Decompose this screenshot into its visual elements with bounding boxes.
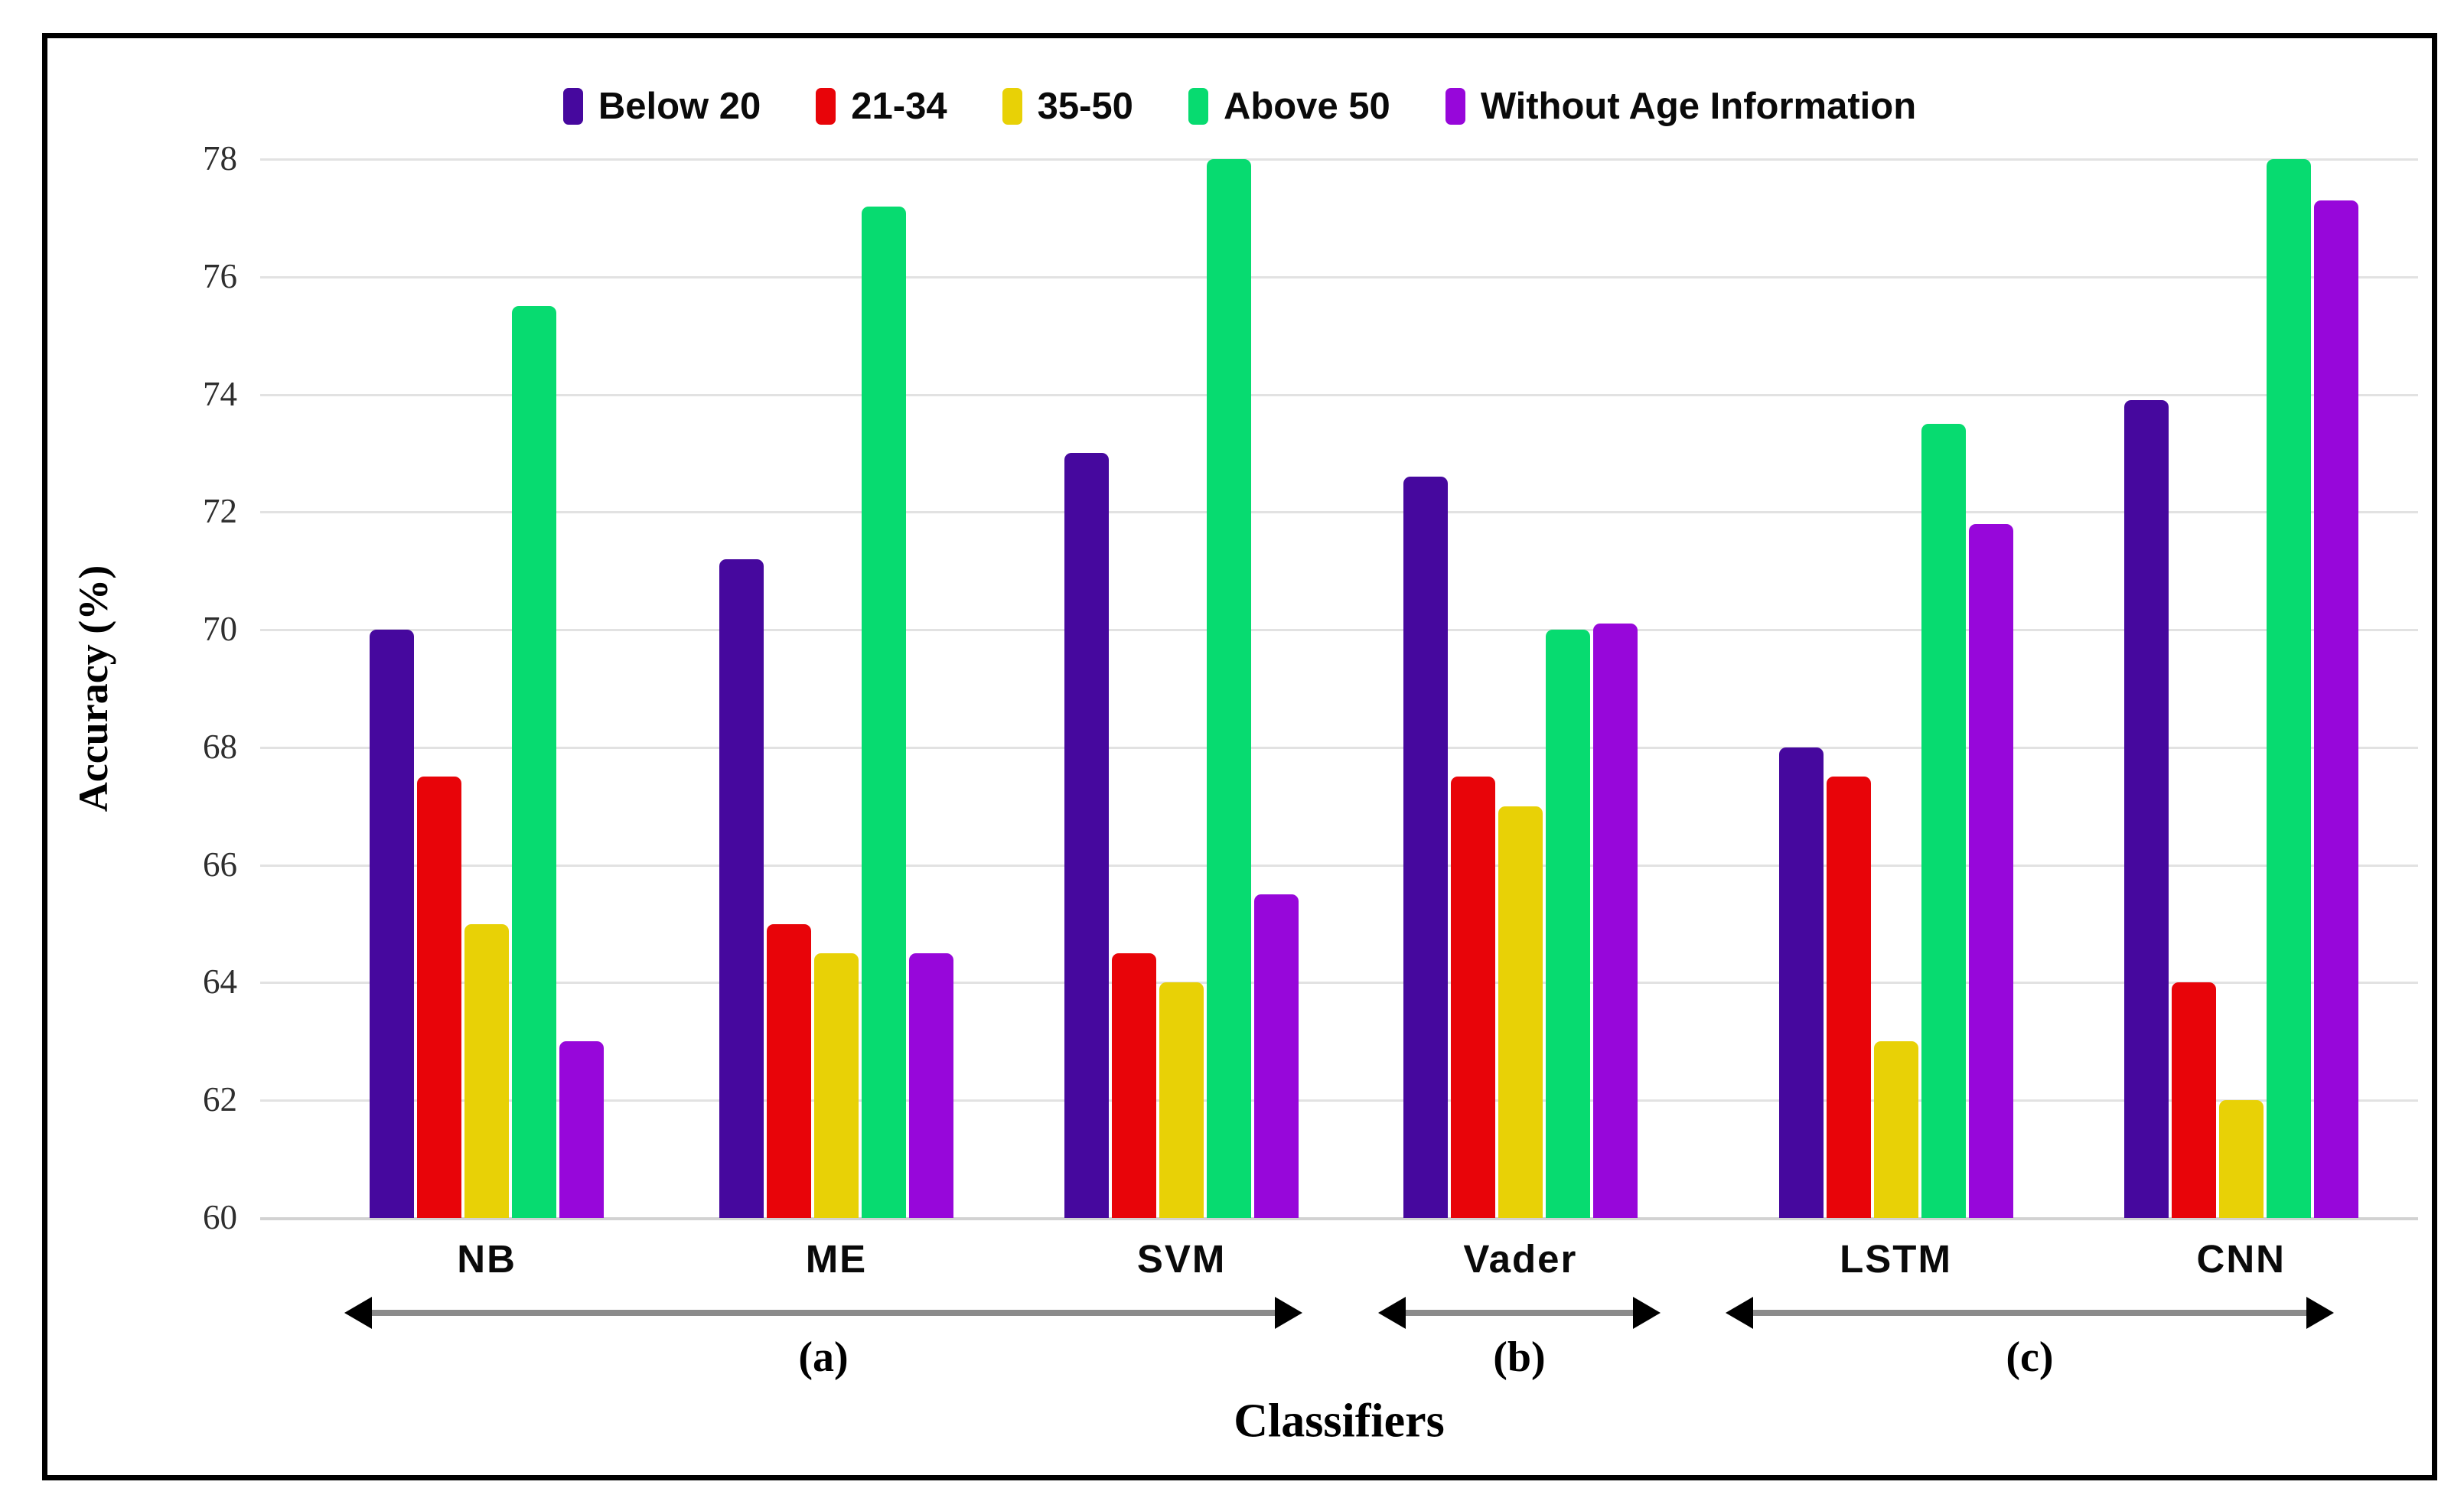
range-label-c: (c) bbox=[2006, 1334, 2054, 1381]
bar bbox=[2266, 159, 2311, 1218]
legend-label: Above 50 bbox=[1223, 86, 1390, 127]
bar bbox=[1064, 453, 1110, 1218]
bar bbox=[512, 306, 557, 1218]
legend-item: 21-34 bbox=[816, 85, 947, 128]
y-tick-label: 72 bbox=[203, 492, 237, 531]
x-axis-line bbox=[260, 1217, 2418, 1220]
bar-group-me: ME bbox=[719, 159, 953, 1281]
gridline bbox=[260, 982, 2418, 985]
arrow-head-right-icon bbox=[2306, 1297, 2334, 1329]
arrow-line bbox=[363, 1310, 1283, 1316]
x-category-label: SVM bbox=[1136, 1237, 1227, 1281]
x-category-label: LSTM bbox=[1840, 1237, 1952, 1281]
legend-swatch bbox=[1002, 88, 1022, 125]
legend-swatch bbox=[816, 88, 836, 125]
bar bbox=[370, 630, 415, 1218]
bar bbox=[813, 953, 859, 1218]
bar bbox=[2123, 400, 2169, 1218]
bar bbox=[417, 777, 462, 1218]
y-axis-title: Accuracy (%) bbox=[70, 565, 116, 812]
bar-group-vader: Vader bbox=[1403, 159, 1638, 1281]
legend-label: 21-34 bbox=[851, 86, 947, 127]
arrow-head-left-icon bbox=[1725, 1297, 1753, 1329]
bar bbox=[559, 1041, 605, 1218]
legend-swatch bbox=[562, 88, 583, 125]
gridline bbox=[260, 158, 2418, 161]
bar-group-lstm: LSTM bbox=[1778, 159, 2013, 1281]
bar bbox=[766, 923, 811, 1218]
gridline bbox=[260, 629, 2418, 632]
bar bbox=[1592, 624, 1638, 1218]
bar bbox=[1254, 894, 1299, 1218]
bar bbox=[2313, 200, 2358, 1218]
legend-label: 35-50 bbox=[1037, 86, 1133, 127]
y-tick-label: 78 bbox=[203, 138, 237, 177]
bar bbox=[1968, 523, 2013, 1218]
gridline bbox=[260, 1099, 2418, 1102]
y-tick-label: 62 bbox=[203, 1080, 237, 1119]
bar bbox=[2218, 1100, 2264, 1218]
plot-area: 60 62 64 66 68 70 72 74 76 78 NB ME SVM Vader LSTM CNN bbox=[203, 139, 2418, 1281]
axis-annotations: (a) (b) (c) bbox=[260, 1218, 2418, 1478]
bar bbox=[1873, 1041, 1918, 1218]
bar-group-nb: NB bbox=[370, 159, 605, 1281]
bar-group-svm: SVM bbox=[1064, 159, 1299, 1281]
range-arrow-a bbox=[344, 1294, 1303, 1331]
x-category-label: CNN bbox=[2196, 1237, 2286, 1281]
arrow-head-right-icon bbox=[1275, 1297, 1303, 1329]
bar bbox=[861, 206, 906, 1218]
bar bbox=[1403, 477, 1448, 1218]
arrow-head-right-icon bbox=[1633, 1297, 1661, 1329]
range-label-b: (b) bbox=[1493, 1334, 1546, 1381]
arrow-head-left-icon bbox=[1377, 1297, 1406, 1329]
bar bbox=[1112, 953, 1157, 1218]
bar-group-cnn: CNN bbox=[2123, 159, 2358, 1281]
range-label-a: (a) bbox=[798, 1334, 849, 1381]
x-category-label: Vader bbox=[1463, 1237, 1578, 1281]
bar bbox=[1545, 630, 1590, 1218]
legend-swatch bbox=[1188, 88, 1208, 125]
bar bbox=[464, 923, 510, 1218]
arrow-head-left-icon bbox=[344, 1297, 372, 1329]
bar bbox=[908, 953, 953, 1218]
gridline bbox=[260, 746, 2418, 749]
arrow-line bbox=[1745, 1310, 2314, 1316]
bar bbox=[2171, 982, 2216, 1218]
y-tick-label: 76 bbox=[203, 256, 237, 295]
y-tick-label: 66 bbox=[203, 845, 237, 884]
legend-label: Below 20 bbox=[598, 86, 761, 127]
bar bbox=[719, 558, 764, 1218]
gridline bbox=[260, 511, 2418, 514]
gridline bbox=[260, 393, 2418, 396]
x-axis-title: Classifiers bbox=[1234, 1395, 1445, 1447]
legend-item: Below 20 bbox=[562, 85, 761, 128]
x-category-label: NB bbox=[457, 1237, 517, 1281]
range-arrow-c bbox=[1725, 1294, 2334, 1331]
legend-item: Without Age Information bbox=[1445, 85, 1916, 128]
bar bbox=[1921, 424, 1966, 1218]
bar bbox=[1159, 982, 1204, 1218]
bar bbox=[1498, 806, 1543, 1218]
legend-swatch bbox=[1445, 88, 1465, 125]
bar bbox=[1450, 777, 1495, 1218]
bar bbox=[1207, 159, 1252, 1218]
gridline bbox=[260, 275, 2418, 278]
bar bbox=[1778, 747, 1824, 1218]
bar bbox=[1826, 777, 1871, 1218]
x-category-label: ME bbox=[805, 1237, 868, 1281]
y-tick-label: 70 bbox=[203, 610, 237, 649]
y-tick-label: 74 bbox=[203, 374, 237, 413]
y-tick-label: 68 bbox=[203, 727, 237, 766]
legend-item: Above 50 bbox=[1188, 85, 1390, 128]
y-tick-label: 64 bbox=[203, 962, 237, 1001]
legend-item: 35-50 bbox=[1002, 85, 1133, 128]
arrow-line bbox=[1397, 1310, 1641, 1316]
range-arrow-b bbox=[1377, 1294, 1661, 1331]
legend-label: Without Age Information bbox=[1480, 86, 1917, 127]
legend: Below 20 21-34 35-50 Above 50 Without Age In… bbox=[46, 80, 2433, 133]
gridline bbox=[260, 864, 2418, 867]
y-tick-label: 60 bbox=[203, 1197, 237, 1236]
